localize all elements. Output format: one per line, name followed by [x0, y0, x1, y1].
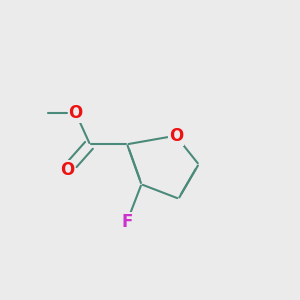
Text: O: O: [68, 104, 83, 122]
Text: O: O: [169, 127, 183, 145]
Text: O: O: [60, 161, 74, 179]
Text: F: F: [122, 212, 133, 230]
